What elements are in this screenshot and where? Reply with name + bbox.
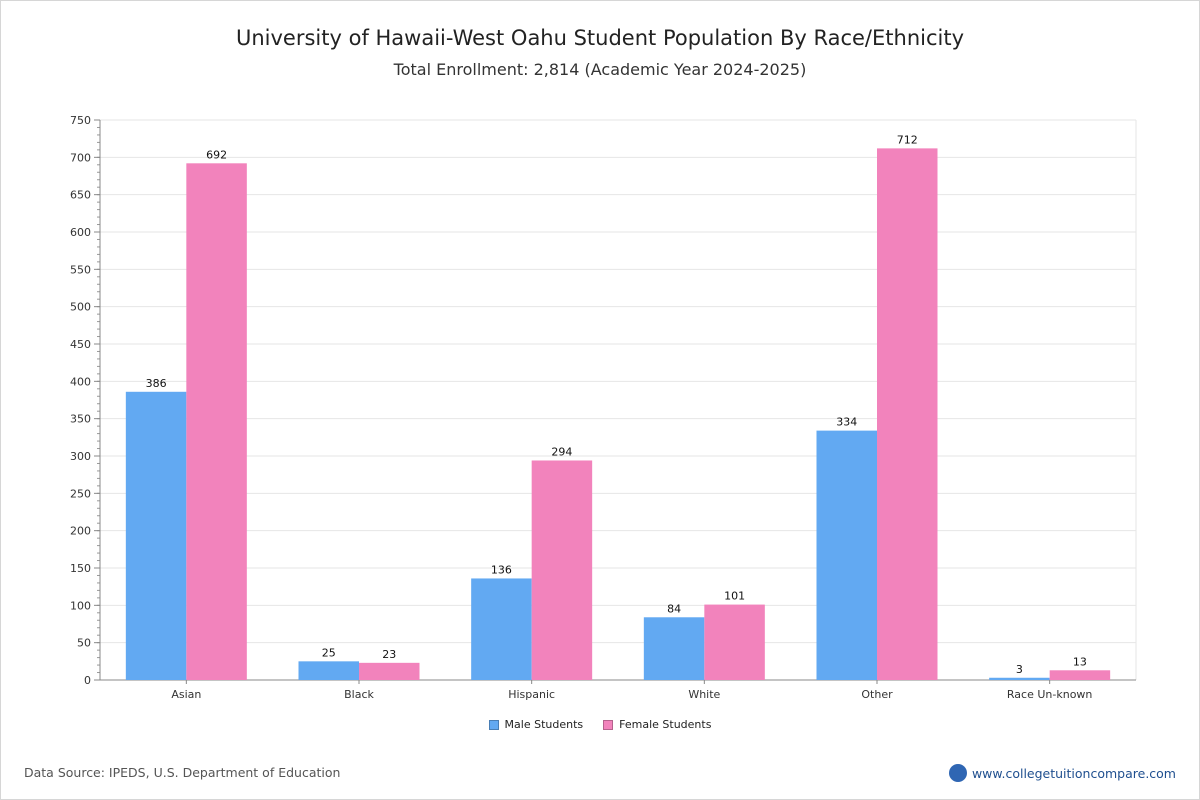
data-label: 692 — [206, 148, 227, 161]
chart-title: University of Hawaii-West Oahu Student P… — [235, 26, 965, 50]
ctc-logo-icon — [948, 764, 967, 782]
data-label: 136 — [491, 563, 512, 576]
bar-male — [989, 677, 1050, 680]
y-tick-label: 250 — [70, 487, 91, 500]
bar-male — [816, 430, 877, 680]
bar-male — [125, 391, 187, 680]
bar-female — [359, 662, 420, 680]
y-tick-label: 700 — [70, 151, 91, 164]
bar-female — [186, 163, 247, 681]
bar-female — [704, 604, 765, 680]
y-tick-label: 100 — [70, 599, 91, 612]
data-label: 386 — [146, 377, 167, 390]
x-tick-label: Asian — [171, 688, 201, 701]
y-tick-label: 150 — [70, 562, 91, 575]
y-tick-label: 200 — [70, 525, 91, 538]
bar-male — [643, 617, 705, 680]
site-link-text: www.collegetuitioncompare.com — [971, 765, 1176, 781]
y-tick-label: 450 — [70, 338, 91, 351]
bar-female — [877, 148, 938, 680]
x-tick-label: Other — [861, 688, 893, 701]
data-label: 334 — [836, 416, 857, 429]
legend-item-male[interactable]: Male Students — [488, 718, 584, 731]
data-label: 3 — [1016, 663, 1023, 676]
bar-female — [1049, 670, 1111, 680]
x-tick-label: White — [688, 688, 720, 701]
site-link[interactable]: www.collegetuitioncompare.com — [948, 764, 1176, 782]
legend: Male Students Female Students — [0, 718, 1200, 731]
legend-swatch-female — [603, 719, 614, 730]
data-label: 294 — [551, 445, 572, 458]
y-tick-label: 400 — [70, 375, 91, 388]
bar-male — [298, 661, 359, 680]
data-label: 13 — [1073, 655, 1087, 668]
y-tick-label: 500 — [70, 301, 91, 314]
y-tick-label: 350 — [70, 413, 91, 426]
y-tick-label: 300 — [70, 450, 91, 463]
data-source-text: Data Source: IPEDS, U.S. Department of E… — [24, 765, 341, 780]
data-label: 712 — [897, 133, 918, 146]
data-label: 101 — [724, 590, 745, 603]
y-tick-label: 50 — [77, 637, 91, 650]
y-tick-label: 650 — [70, 189, 91, 202]
y-tick-label: 550 — [70, 263, 91, 276]
chart-subtitle: Total Enrollment: 2,814 (Academic Year 2… — [393, 60, 807, 79]
bar-female — [531, 460, 593, 680]
y-tick-label: 600 — [70, 226, 91, 239]
data-label: 25 — [322, 646, 336, 659]
x-tick-label: Black — [344, 688, 374, 701]
legend-label-female: Female Students — [619, 718, 712, 731]
y-tick-label: 0 — [84, 674, 91, 687]
data-label: 84 — [667, 602, 681, 615]
legend-label-male: Male Students — [504, 718, 584, 731]
legend-item-female[interactable]: Female Students — [603, 718, 711, 731]
y-tick-label: 750 — [70, 114, 91, 127]
x-tick-label: Hispanic — [508, 688, 555, 701]
legend-swatch-male — [488, 719, 499, 730]
bar-male — [471, 578, 532, 680]
data-label: 23 — [382, 648, 396, 661]
x-tick-label: Race Un-known — [1007, 688, 1093, 701]
